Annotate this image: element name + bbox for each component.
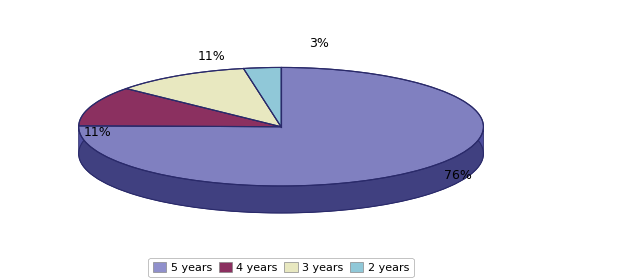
Text: 11%: 11% bbox=[198, 50, 225, 63]
Polygon shape bbox=[78, 127, 484, 213]
Polygon shape bbox=[78, 88, 281, 127]
Legend: 5 years, 4 years, 3 years, 2 years: 5 years, 4 years, 3 years, 2 years bbox=[149, 258, 413, 277]
Polygon shape bbox=[78, 68, 484, 186]
Text: 76%: 76% bbox=[444, 169, 472, 182]
Text: 11%: 11% bbox=[84, 126, 112, 139]
Text: 3%: 3% bbox=[309, 37, 329, 50]
Ellipse shape bbox=[78, 95, 484, 213]
Polygon shape bbox=[126, 68, 281, 127]
Polygon shape bbox=[244, 68, 281, 127]
